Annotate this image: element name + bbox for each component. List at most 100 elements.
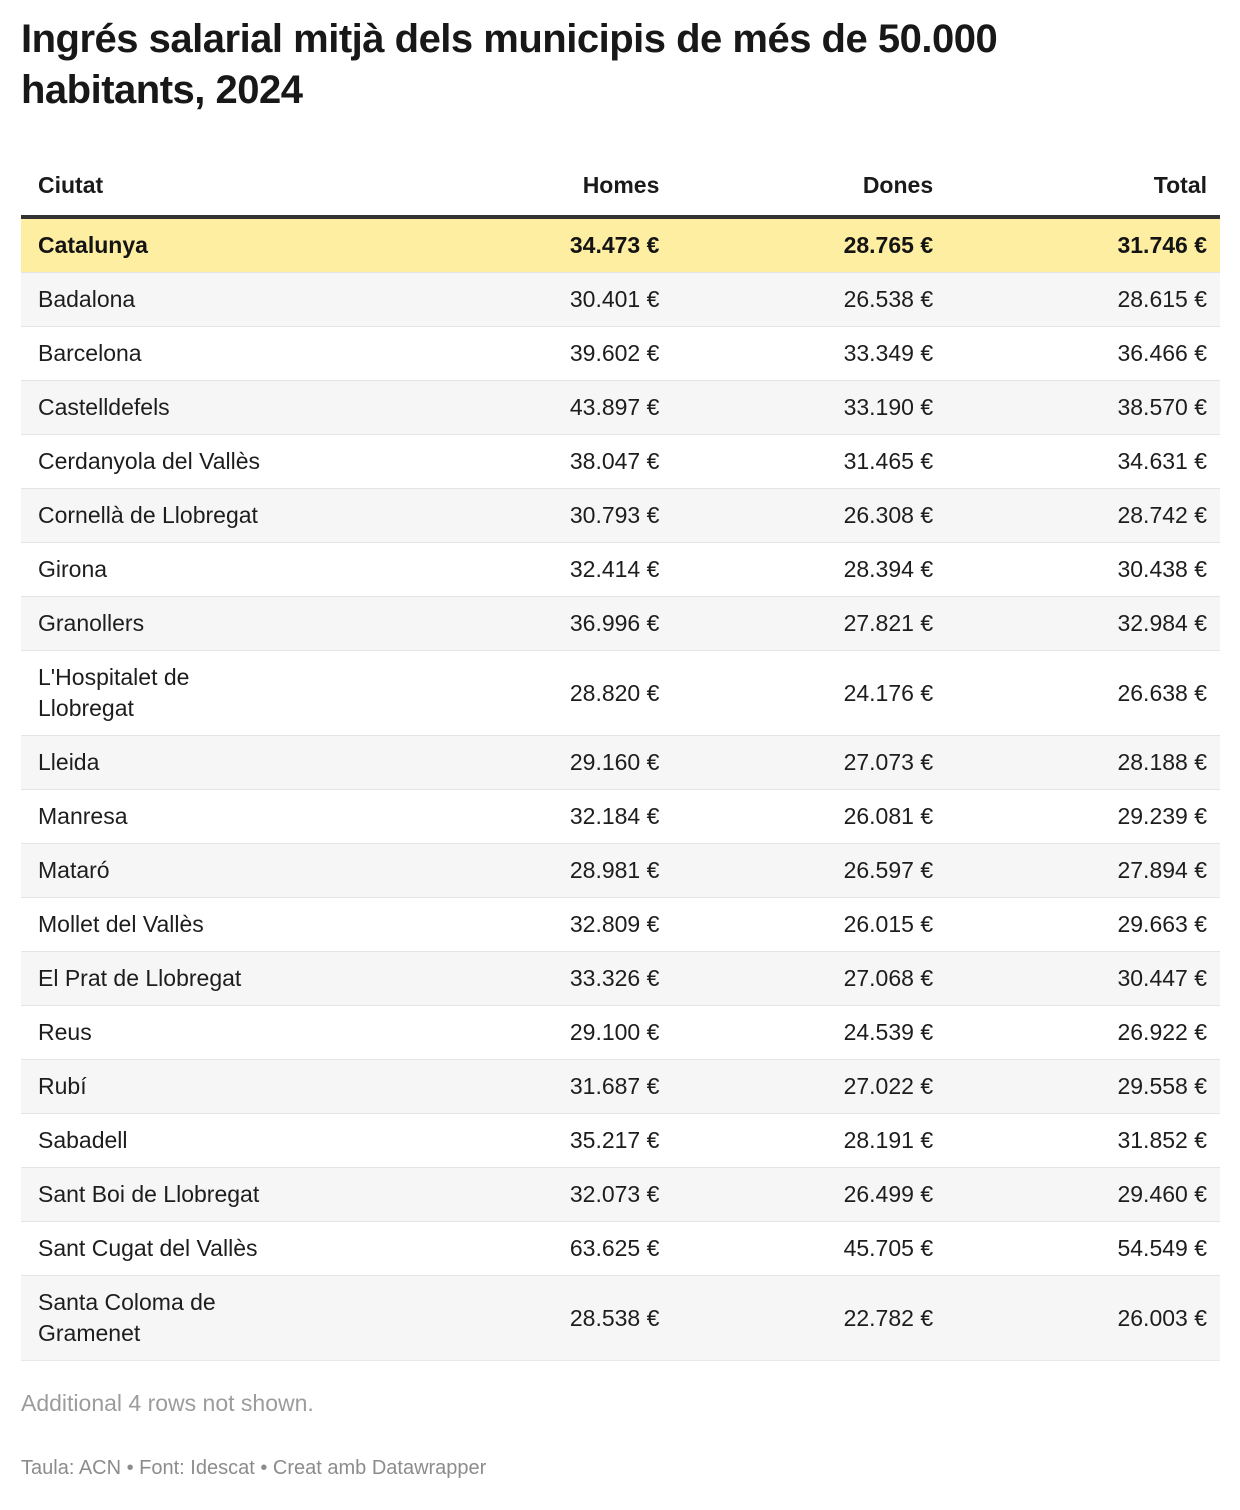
value-cell: 31.746 € [946, 217, 1220, 273]
value-cell: 29.460 € [946, 1167, 1220, 1222]
value-cell: 29.663 € [946, 897, 1220, 952]
table-row: Mataró 28.981 €26.597 €27.894 € [21, 843, 1220, 898]
column-header-ciutat: Ciutat [21, 162, 399, 219]
city-cell: L'Hospitalet de Llobregat [21, 650, 399, 736]
value-cell: 27.073 € [672, 735, 947, 790]
value-cell: 27.068 € [672, 951, 947, 1006]
value-cell: 32.984 € [946, 596, 1220, 651]
table-row: Rubí 31.687 €27.022 €29.558 € [21, 1059, 1220, 1114]
table-row: Manresa 32.184 €26.081 €29.239 € [21, 789, 1220, 844]
value-cell: 26.015 € [672, 897, 947, 952]
value-cell: 26.081 € [672, 789, 947, 844]
column-header-dones: Dones [672, 162, 947, 219]
value-cell: 24.539 € [672, 1005, 947, 1060]
city-cell: Badalona [21, 272, 399, 327]
value-cell: 27.821 € [672, 596, 947, 651]
value-cell: 28.742 € [946, 488, 1220, 543]
table-row: Sabadell 35.217 €28.191 €31.852 € [21, 1113, 1220, 1168]
value-cell: 30.401 € [398, 272, 673, 327]
city-cell: Manresa [21, 789, 399, 844]
value-cell: 43.897 € [398, 380, 673, 435]
value-cell: 29.100 € [398, 1005, 673, 1060]
value-cell: 45.705 € [672, 1221, 947, 1276]
value-cell: 29.160 € [398, 735, 673, 790]
value-cell: 26.499 € [672, 1167, 947, 1222]
value-cell: 30.438 € [946, 542, 1220, 597]
value-cell: 31.852 € [946, 1113, 1220, 1168]
value-cell: 24.176 € [672, 650, 947, 736]
value-cell: 35.217 € [398, 1113, 673, 1168]
table-header: Ciutat Homes Dones Total [21, 162, 1220, 219]
attribution-line: Taula: ACN • Font: Idescat • Creat amb D… [21, 1457, 487, 1479]
city-cell: Lleida [21, 735, 399, 790]
value-cell: 29.558 € [946, 1059, 1220, 1114]
city-cell: Mollet del Vallès [21, 897, 399, 952]
value-cell: 34.631 € [946, 434, 1220, 489]
value-cell: 28.820 € [398, 650, 673, 736]
table-row: Girona 32.414 €28.394 €30.438 € [21, 542, 1220, 597]
table-row: Mollet del Vallès 32.809 €26.015 €29.663 … [21, 897, 1220, 952]
value-cell: 28.191 € [672, 1113, 947, 1168]
value-cell: 32.184 € [398, 789, 673, 844]
value-cell: 29.239 € [946, 789, 1220, 844]
city-cell: Cornellà de Llobregat [21, 488, 399, 543]
value-cell: 28.981 € [398, 843, 673, 898]
value-cell: 26.597 € [672, 843, 947, 898]
table-row: Cerdanyola del Vallès 38.047 €31.465 €34.… [21, 434, 1220, 489]
city-cell: Girona [21, 542, 399, 597]
value-cell: 31.687 € [398, 1059, 673, 1114]
table-row: Badalona 30.401 €26.538 €28.615 € [21, 272, 1220, 327]
table-row: Sant Boi de Llobregat 32.073 €26.499 €29.… [21, 1167, 1220, 1222]
value-cell: 28.188 € [946, 735, 1220, 790]
city-cell: Granollers [21, 596, 399, 651]
value-cell: 28.765 € [672, 217, 947, 273]
value-cell: 26.922 € [946, 1005, 1220, 1060]
value-cell: 27.894 € [946, 843, 1220, 898]
value-cell: 22.782 € [672, 1275, 947, 1361]
city-cell: Catalunya [21, 217, 399, 273]
city-cell: El Prat de Llobregat [21, 951, 399, 1006]
value-cell: 27.022 € [672, 1059, 947, 1114]
table-row: Sant Cugat del Vallès 63.625 €45.705 €54.… [21, 1221, 1220, 1276]
value-cell: 26.003 € [946, 1275, 1220, 1361]
city-cell: Cerdanyola del Vallès [21, 434, 399, 489]
value-cell: 39.602 € [398, 326, 673, 381]
value-cell: 38.570 € [946, 380, 1220, 435]
column-header-total: Total [946, 162, 1220, 219]
header-row: Ciutat Homes Dones Total [21, 162, 1220, 219]
value-cell: 26.308 € [672, 488, 947, 543]
column-header-homes: Homes [398, 162, 673, 219]
city-cell: Barcelona [21, 326, 399, 381]
table-row: Castelldefels 43.897 €33.190 €38.570 € [21, 380, 1220, 435]
value-cell: 28.538 € [398, 1275, 673, 1361]
city-cell: Castelldefels [21, 380, 399, 435]
table-row: L'Hospitalet de Llobregat 28.820 €24.176 … [21, 650, 1220, 736]
value-cell: 26.638 € [946, 650, 1220, 736]
city-cell: Mataró [21, 843, 399, 898]
value-cell: 32.073 € [398, 1167, 673, 1222]
city-cell: Reus [21, 1005, 399, 1060]
value-cell: 33.190 € [672, 380, 947, 435]
chart-title: Ingrés salarial mitjà dels municipis de … [21, 17, 998, 112]
city-cell: Santa Coloma de Gramenet [21, 1275, 399, 1361]
table-row: Santa Coloma de Gramenet 28.538 €22.782 €… [21, 1275, 1220, 1361]
city-cell: Sant Boi de Llobregat [21, 1167, 399, 1222]
value-cell: 30.447 € [946, 951, 1220, 1006]
table-row: Barcelona 39.602 €33.349 €36.466 € [21, 326, 1220, 381]
value-cell: 36.996 € [398, 596, 673, 651]
value-cell: 34.473 € [398, 217, 673, 273]
value-cell: 54.549 € [946, 1221, 1220, 1276]
salary-table-body: Catalunya 34.473 €28.765 €31.746 € Badalon… [21, 217, 1220, 1361]
value-cell: 32.809 € [398, 897, 673, 952]
city-cell: Sabadell [21, 1113, 399, 1168]
table-row: Cornellà de Llobregat 30.793 €26.308 €28.… [21, 488, 1220, 543]
table-row: Lleida 29.160 €27.073 €28.188 € [21, 735, 1220, 790]
salary-table: Ciutat Homes Dones Total Catalunya 34.473… [21, 162, 1220, 1361]
value-cell: 63.625 € [398, 1221, 673, 1276]
value-cell: 36.466 € [946, 326, 1220, 381]
value-cell: 32.414 € [398, 542, 673, 597]
table-row: Catalunya 34.473 €28.765 €31.746 € [21, 217, 1220, 273]
table-row: Granollers 36.996 €27.821 €32.984 € [21, 596, 1220, 651]
value-cell: 33.326 € [398, 951, 673, 1006]
